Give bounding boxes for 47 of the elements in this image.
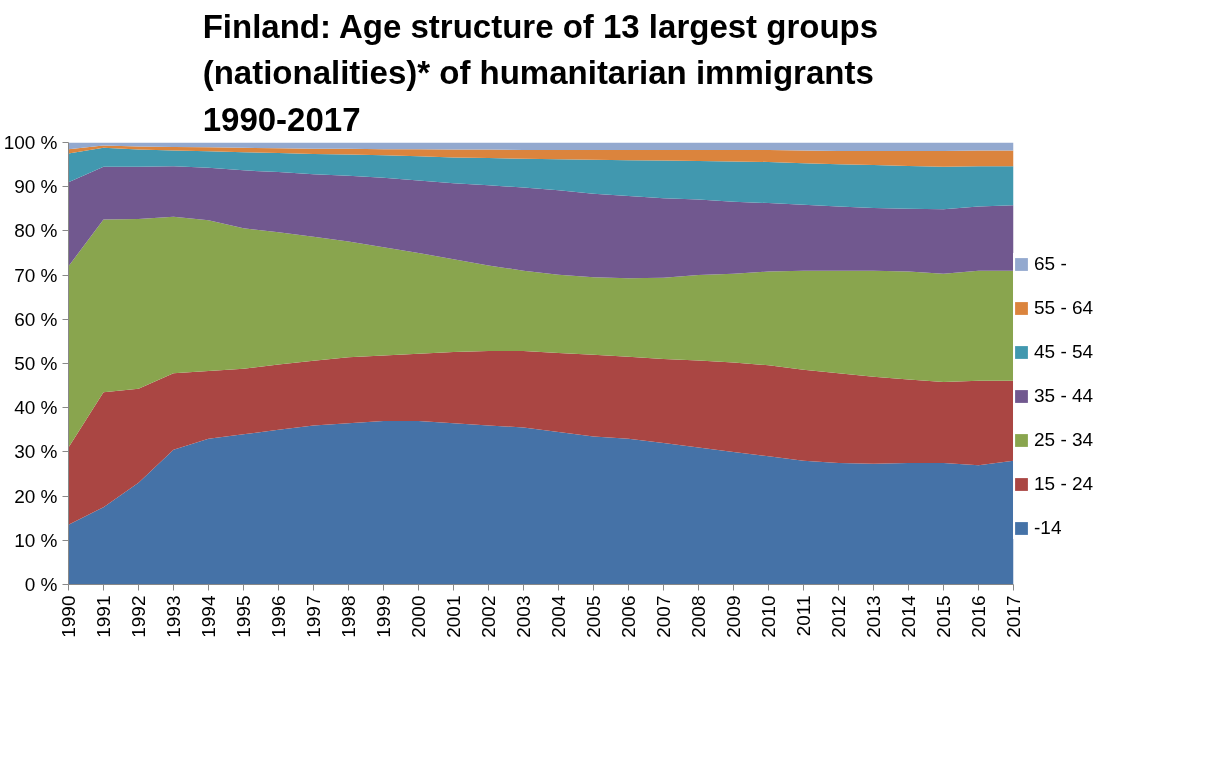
series-label: 25 - 34 (1034, 429, 1094, 451)
x-tick-label: 2000 (408, 595, 429, 638)
x-tick-label: 2006 (618, 595, 639, 638)
series-label: 45 - 54 (1034, 341, 1094, 363)
x-tick-label: 2017 (1003, 595, 1024, 638)
y-tick-label: 50 % (14, 353, 58, 374)
x-tick-label: 2011 (793, 595, 814, 637)
x-tick-label: 2009 (723, 595, 744, 638)
x-tick-label: 2012 (828, 595, 849, 638)
y-tick-label: 20 % (14, 485, 58, 507)
x-tick-label: 2016 (968, 595, 989, 638)
x-tick-label: 2007 (653, 595, 674, 638)
x-tick-label: 2001 (443, 595, 464, 638)
x-tick-label: 1990 (58, 595, 79, 638)
x-tick-label: 1992 (128, 595, 149, 638)
x-tick-label: 2010 (758, 595, 779, 638)
x-tick-label: 1991 (93, 595, 114, 638)
x-tick-label: 1997 (303, 595, 324, 638)
y-tick-label: 30 % (14, 441, 58, 463)
x-tick-label: 2008 (688, 595, 709, 638)
x-tick-label: 2004 (548, 595, 569, 638)
x-tick-label: 1994 (198, 595, 219, 638)
x-tick-label: 2003 (513, 595, 534, 638)
y-tick-label: 100 % (3, 132, 58, 153)
series-label: 35 - 44 (1034, 385, 1094, 407)
x-tick-label: 1999 (373, 595, 394, 638)
x-tick-label: 1996 (268, 595, 289, 638)
x-tick-label: 2013 (863, 595, 884, 638)
x-tick-label: 1995 (233, 595, 254, 638)
y-tick-label: 70 % (14, 264, 58, 286)
series-label: 55 - 64 (1034, 297, 1094, 319)
y-tick-label: 40 % (14, 397, 58, 419)
chart-title: Finland: Age structure of 13 largest groups (nationalities)* of humanitarian immigrants 1990-2017 (202, 8, 879, 138)
x-tick-label: 1998 (338, 595, 359, 638)
y-tick-label: 80 % (14, 220, 58, 242)
x-tick-label: 2014 (898, 595, 919, 638)
x-tick-label: 1993 (163, 595, 184, 638)
y-tick-label: 10 % (14, 529, 58, 551)
series-label: -14 (1034, 517, 1062, 539)
y-tick-label: 60 % (14, 308, 58, 330)
x-tick-label: 2002 (478, 595, 499, 638)
x-tick-label: 2015 (933, 595, 954, 638)
x-tick-label: 2005 (583, 595, 604, 638)
series-label: 15 - 24 (1034, 473, 1094, 495)
y-tick-label: 90 % (14, 176, 58, 198)
series-label: 65 - (1034, 253, 1067, 275)
y-tick-label: 0 % (24, 574, 58, 595)
